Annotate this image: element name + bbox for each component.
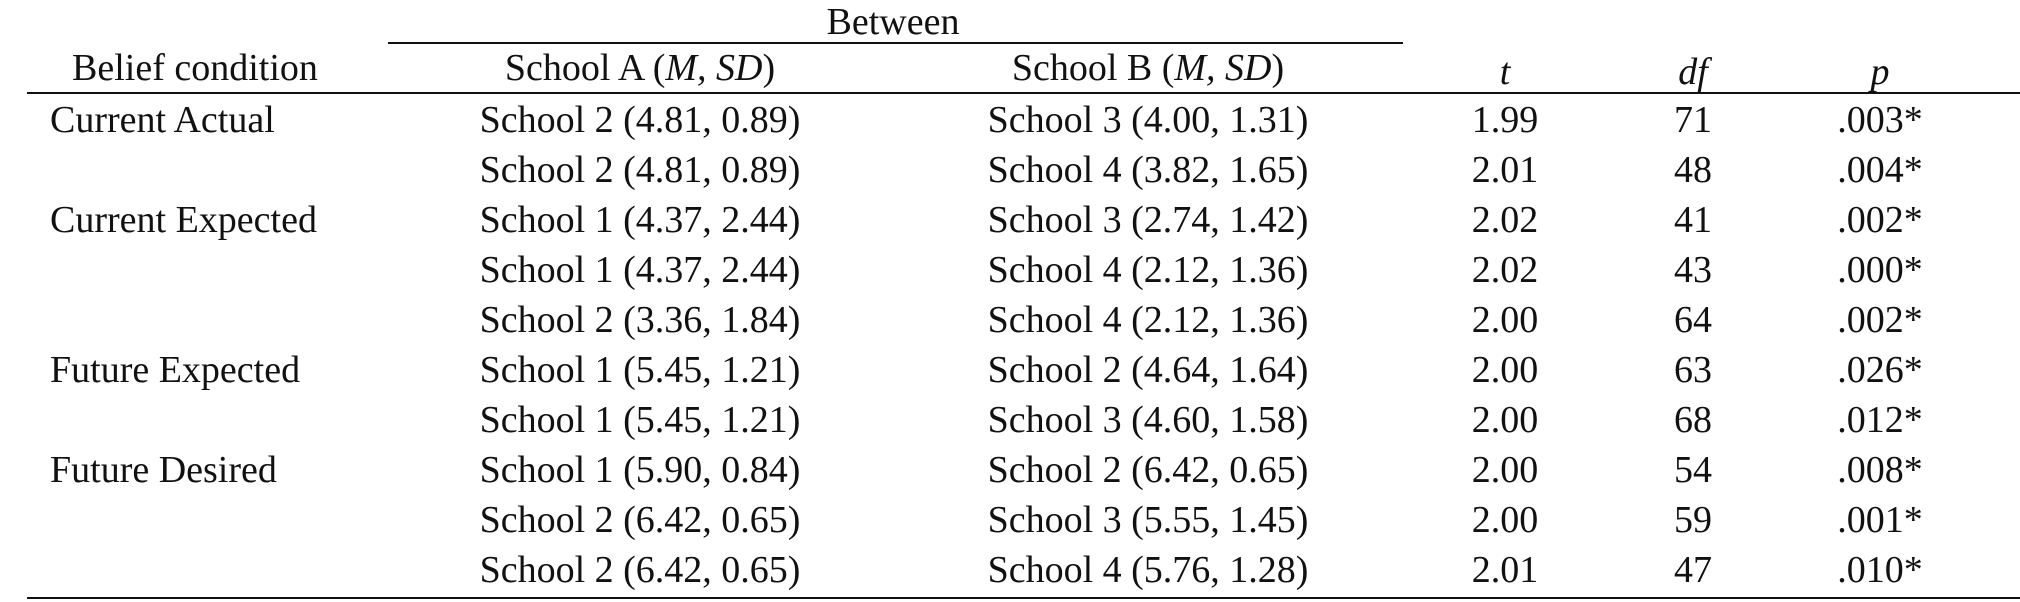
header-df: df [1678, 51, 1708, 93]
cell-p: .001* [1837, 499, 1923, 541]
header-belief-condition: Belief condition [72, 47, 318, 89]
cell-df: 41 [1674, 199, 1712, 241]
cell-school-a: School 1 (4.37, 2.44) [479, 199, 801, 241]
cell-df: 47 [1674, 549, 1712, 591]
spanner-header-between: Between [826, 1, 960, 43]
cell-df: 64 [1674, 299, 1712, 341]
cell-p: .026* [1837, 349, 1923, 391]
cell-p: .008* [1837, 449, 1923, 491]
cell-t: 2.02 [1471, 249, 1539, 291]
cell-school-a: School 1 (5.45, 1.21) [479, 349, 801, 391]
header-p: p [1870, 51, 1890, 93]
cell-t: 2.00 [1471, 299, 1539, 341]
cell-df: 48 [1674, 149, 1712, 191]
cell-school-b: School 4 (5.76, 1.28) [987, 549, 1309, 591]
cell-school-b: School 4 (2.12, 1.36) [987, 249, 1309, 291]
header-t: t [1499, 51, 1511, 93]
cell-condition: Current Actual [50, 99, 275, 141]
cell-t: 2.00 [1471, 349, 1539, 391]
cell-t: 2.01 [1471, 549, 1539, 591]
cell-t: 2.00 [1471, 399, 1539, 441]
cell-school-a: School 2 (4.81, 0.89) [479, 149, 801, 191]
cell-school-a: School 2 (4.81, 0.89) [479, 99, 801, 141]
cell-t: 1.99 [1471, 99, 1539, 141]
cell-t: 2.00 [1471, 499, 1539, 541]
cell-df: 54 [1674, 449, 1712, 491]
cell-school-a: School 1 (5.45, 1.21) [479, 399, 801, 441]
cell-condition: Future Expected [50, 349, 301, 391]
cell-school-a: School 2 (3.36, 1.84) [479, 299, 801, 341]
cell-p: .012* [1837, 399, 1923, 441]
cell-school-b: School 2 (6.42, 0.65) [987, 449, 1309, 491]
cell-school-b: School 4 (2.12, 1.36) [987, 299, 1309, 341]
cell-school-b: School 4 (3.82, 1.65) [987, 149, 1309, 191]
cell-school-a: School 1 (4.37, 2.44) [479, 249, 801, 291]
header-school-a: School A (M, SD) [504, 47, 776, 89]
cell-df: 59 [1674, 499, 1712, 541]
header-rule [27, 92, 2020, 94]
cell-condition: Future Desired [50, 449, 277, 491]
cell-school-a: School 2 (6.42, 0.65) [479, 499, 801, 541]
cell-t: 2.01 [1471, 149, 1539, 191]
cell-df: 68 [1674, 399, 1712, 441]
cell-school-b: School 3 (4.00, 1.31) [987, 99, 1309, 141]
header-school-b: School B (M, SD) [1011, 47, 1285, 89]
cell-school-a: School 2 (6.42, 0.65) [479, 549, 801, 591]
cell-p: .003* [1837, 99, 1923, 141]
cell-df: 71 [1674, 99, 1712, 141]
cell-p: .004* [1837, 149, 1923, 191]
cell-p: .010* [1837, 549, 1923, 591]
cell-school-b: School 3 (4.60, 1.58) [987, 399, 1309, 441]
cell-school-b: School 3 (5.55, 1.45) [987, 499, 1309, 541]
cell-p: .000* [1837, 249, 1923, 291]
cell-school-a: School 1 (5.90, 0.84) [479, 449, 801, 491]
cell-school-b: School 2 (4.64, 1.64) [987, 349, 1309, 391]
bottom-rule [27, 597, 2020, 599]
cell-condition: Current Expected [50, 199, 317, 241]
cell-p: .002* [1837, 299, 1923, 341]
cell-t: 2.02 [1471, 199, 1539, 241]
cell-school-b: School 3 (2.74, 1.42) [987, 199, 1309, 241]
cell-df: 63 [1674, 349, 1712, 391]
cell-df: 43 [1674, 249, 1712, 291]
spanner-rule [388, 42, 1403, 44]
cell-t: 2.00 [1471, 449, 1539, 491]
cell-p: .002* [1837, 199, 1923, 241]
